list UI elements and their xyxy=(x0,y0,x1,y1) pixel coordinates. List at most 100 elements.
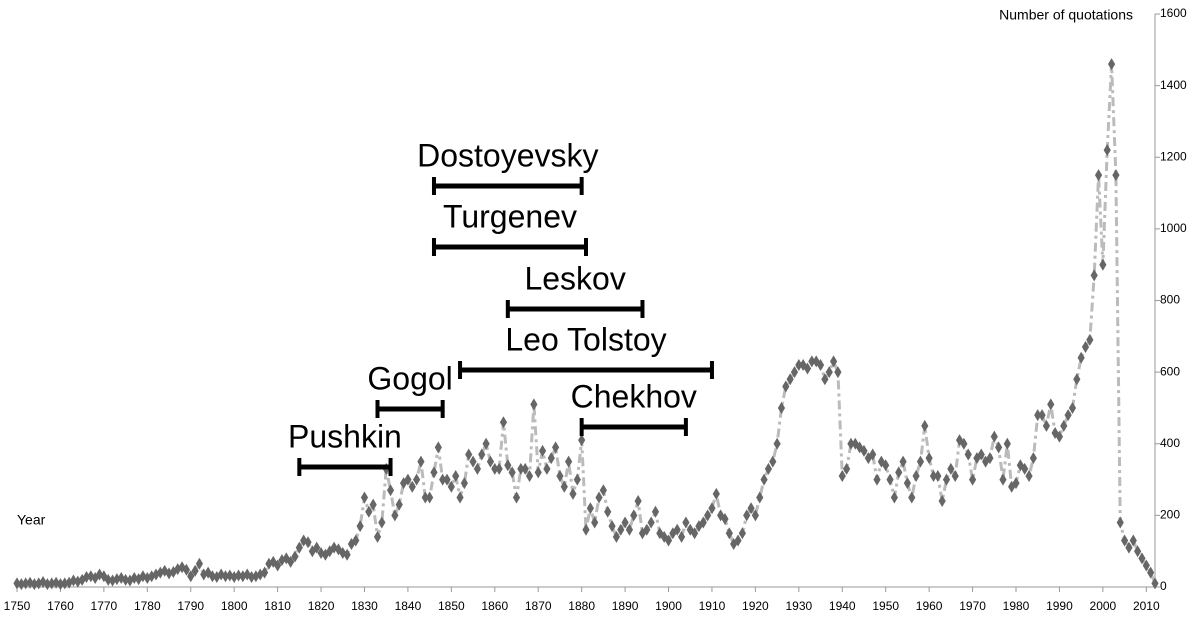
x-tick-label: 1760 xyxy=(47,599,74,613)
data-point xyxy=(525,469,534,482)
data-point xyxy=(1151,577,1159,590)
data-point xyxy=(534,466,542,479)
y-tick-label: 1200 xyxy=(1160,149,1187,163)
data-point xyxy=(1134,545,1142,558)
data-point xyxy=(834,366,842,379)
span-label: Chekhov xyxy=(571,378,697,414)
data-point xyxy=(630,509,638,522)
y-tick-label: 800 xyxy=(1160,293,1180,307)
data-point xyxy=(578,434,586,447)
data-point xyxy=(30,578,38,591)
data-point xyxy=(473,462,482,475)
data-point xyxy=(960,437,968,450)
data-point xyxy=(95,568,104,581)
data-point xyxy=(1077,351,1085,364)
span-label: Leskov xyxy=(524,260,625,296)
data-point xyxy=(252,570,260,583)
data-point xyxy=(365,505,373,518)
data-point xyxy=(278,554,286,567)
data-point xyxy=(977,448,985,461)
data-point xyxy=(764,462,773,475)
data-point xyxy=(968,473,977,486)
y-tick-label: 200 xyxy=(1160,508,1180,522)
data-point xyxy=(182,563,190,576)
span-label: Turgenev xyxy=(443,198,577,234)
data-point xyxy=(795,358,803,371)
data-point xyxy=(13,577,21,590)
data-point xyxy=(1047,398,1055,411)
data-point xyxy=(1025,469,1033,482)
data-point xyxy=(951,469,959,482)
data-point xyxy=(1125,541,1133,554)
data-point xyxy=(573,473,581,486)
data-point xyxy=(625,523,634,536)
data-point xyxy=(82,570,91,583)
data-point xyxy=(1060,419,1068,432)
data-point xyxy=(512,491,521,504)
data-point xyxy=(738,527,746,540)
data-point xyxy=(460,477,468,490)
data-point xyxy=(1003,437,1011,450)
data-point xyxy=(921,419,929,432)
data-point xyxy=(408,480,416,493)
data-point xyxy=(443,473,451,486)
x-tick-label: 1750 xyxy=(4,599,31,613)
x-tick-label: 1940 xyxy=(829,599,856,613)
x-tick-label: 1980 xyxy=(1003,599,1030,613)
data-point xyxy=(1120,534,1129,547)
data-point xyxy=(287,555,295,568)
data-point xyxy=(903,477,912,490)
data-point xyxy=(1103,144,1111,157)
data-point xyxy=(721,512,729,525)
data-point xyxy=(260,566,269,579)
data-point xyxy=(1038,409,1046,422)
data-point xyxy=(708,502,716,515)
x-tick-label: 1830 xyxy=(351,599,378,613)
data-point xyxy=(352,534,360,547)
x-tick-label: 1920 xyxy=(742,599,769,613)
data-point xyxy=(61,577,69,590)
span-label: Leo Tolstoy xyxy=(505,321,666,357)
data-point xyxy=(421,491,429,504)
y-tick-label: 0 xyxy=(1160,579,1167,593)
data-point xyxy=(786,373,794,386)
data-point xyxy=(274,559,282,572)
data-point xyxy=(838,469,846,482)
data-point xyxy=(760,473,768,486)
data-point xyxy=(899,455,907,468)
data-point xyxy=(808,355,816,368)
data-point xyxy=(643,523,651,536)
data-point xyxy=(673,523,681,536)
data-point xyxy=(773,437,781,450)
span-label: Gogol xyxy=(367,360,452,396)
data-point xyxy=(1034,409,1042,422)
x-tick-label: 1880 xyxy=(568,599,595,613)
data-point xyxy=(1021,462,1029,475)
data-point xyxy=(942,473,951,486)
data-point xyxy=(1094,169,1103,182)
data-point xyxy=(999,473,1007,486)
data-point xyxy=(695,520,703,533)
data-point xyxy=(447,480,455,493)
data-point xyxy=(551,441,560,454)
data-point xyxy=(434,441,442,454)
data-point xyxy=(1147,566,1155,579)
data-point xyxy=(560,480,568,493)
data-point xyxy=(399,477,408,490)
data-point xyxy=(938,495,946,508)
data-point xyxy=(829,355,838,368)
data-point xyxy=(912,469,920,482)
data-point xyxy=(430,466,438,479)
data-point xyxy=(769,455,777,468)
data-point xyxy=(825,366,833,379)
data-point xyxy=(426,491,434,504)
data-point xyxy=(964,448,972,461)
data-point xyxy=(747,502,755,515)
x-tick-label: 1860 xyxy=(481,599,508,613)
data-point xyxy=(704,509,712,522)
data-point xyxy=(26,576,34,589)
x-tick-label: 1790 xyxy=(177,599,204,613)
data-point xyxy=(586,502,594,515)
data-point xyxy=(282,552,290,565)
data-point xyxy=(782,380,790,393)
